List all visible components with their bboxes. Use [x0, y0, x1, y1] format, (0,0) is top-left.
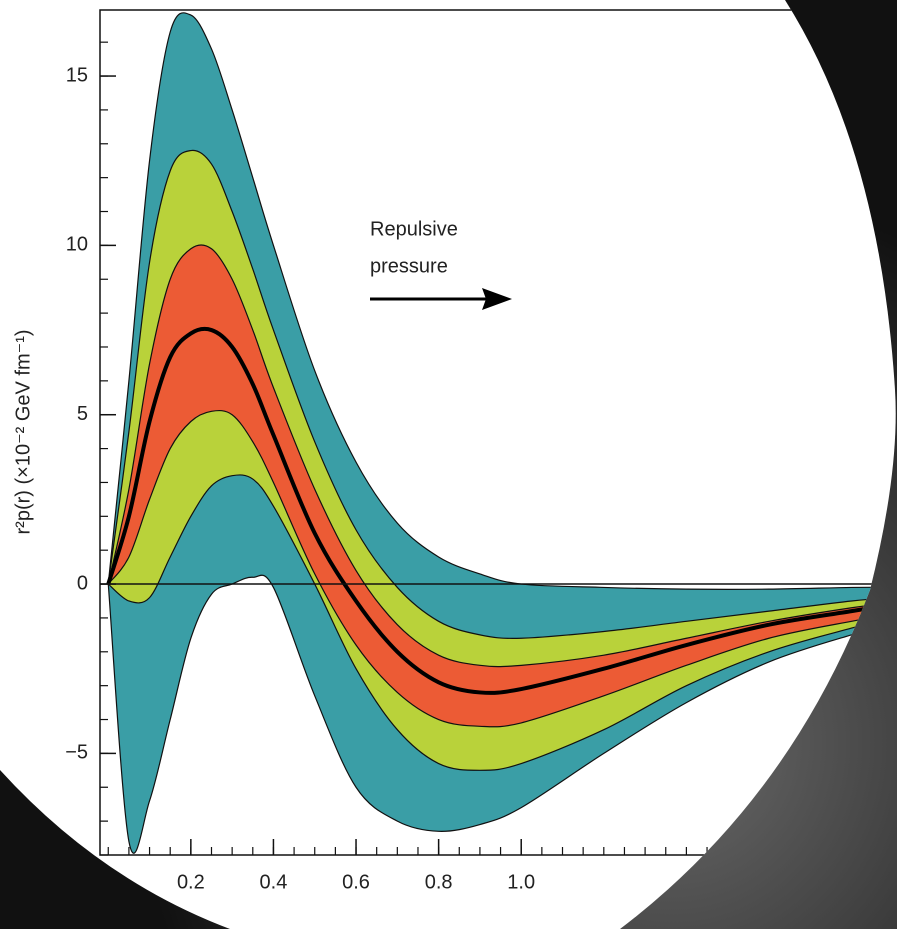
- y-tick-label: 15: [66, 64, 88, 86]
- central-curve: [106, 326, 894, 695]
- annotation-arrow-head: [482, 288, 512, 310]
- y-axis-label: r²p(r) (×10⁻² GeV fm⁻¹): [12, 329, 34, 534]
- x-tick-label: 0.2: [177, 871, 205, 893]
- x-tick-label: 0.6: [342, 871, 370, 893]
- y-tick-label: −5: [65, 742, 88, 764]
- y-tick-label: 5: [77, 403, 88, 425]
- y-tick-label: 10: [66, 234, 88, 256]
- x-tick-label: 0.8: [425, 871, 453, 893]
- plot-frame: [99, 9, 896, 856]
- y-tick-label: 0: [77, 572, 88, 594]
- x-tick-label: 0.4: [260, 871, 288, 893]
- annotation-text: pressure: [370, 255, 448, 277]
- x-tick-label: 1.0: [507, 871, 535, 893]
- annotation-text: Repulsive: [370, 218, 458, 240]
